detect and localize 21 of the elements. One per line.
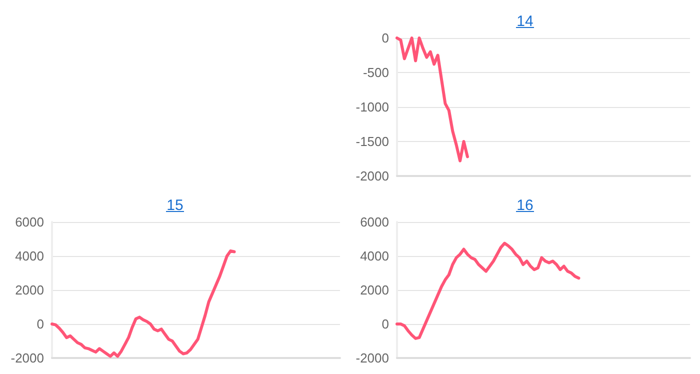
line-series bbox=[50, 249, 236, 358]
chart-title: 15 bbox=[166, 197, 184, 214]
y-tick-label: -500 bbox=[362, 65, 389, 80]
y-tick-label: 2000 bbox=[15, 282, 44, 298]
y-tick-label: -1000 bbox=[356, 100, 389, 114]
y-tick-label: 0 bbox=[382, 30, 389, 46]
y-tick-label: 4000 bbox=[360, 248, 389, 264]
y-tick-label: 0 bbox=[36, 316, 44, 332]
y-tick-label: 4000 bbox=[15, 248, 44, 264]
y-tick-label: -1500 bbox=[356, 134, 389, 149]
chart-title: 16 bbox=[516, 197, 534, 214]
y-tick-label: 2000 bbox=[360, 282, 389, 298]
chart-title: 14 bbox=[516, 13, 534, 30]
y-tick-label: 0 bbox=[382, 316, 389, 332]
y-tick-label: 6000 bbox=[15, 214, 44, 230]
line-series bbox=[396, 242, 580, 340]
y-tick-label: -2000 bbox=[356, 168, 389, 184]
y-tick-label: -2000 bbox=[356, 350, 389, 366]
y-tick-label: -2000 bbox=[10, 350, 44, 366]
line-series bbox=[396, 36, 469, 162]
y-tick-label: 6000 bbox=[360, 214, 389, 230]
